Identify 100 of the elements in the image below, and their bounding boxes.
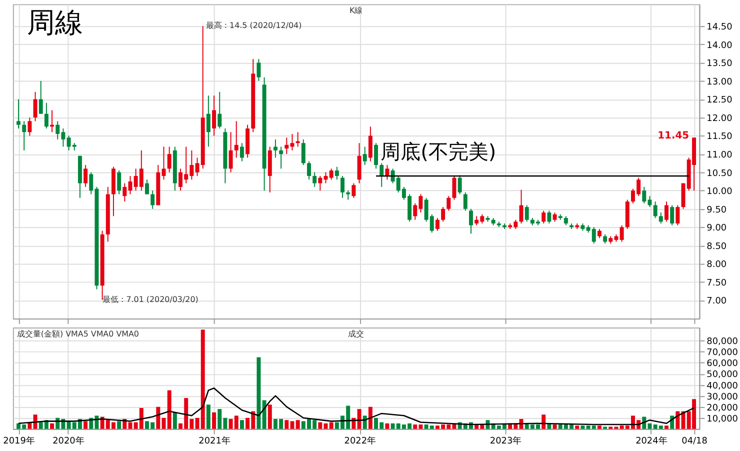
- bar: [268, 404, 272, 429]
- candlestick: [603, 234, 608, 244]
- bar: [357, 409, 362, 429]
- bar: [212, 412, 216, 429]
- bar: [296, 420, 300, 429]
- bar: [676, 411, 680, 429]
- x-tick-label: 2022年: [344, 435, 376, 446]
- candlestick: [658, 212, 663, 224]
- bar: [117, 421, 122, 429]
- candlestick: [228, 132, 233, 173]
- y-tick-label: 10.50: [706, 168, 733, 179]
- candlestick: [16, 98, 21, 129]
- bar: [664, 426, 668, 429]
- line-series: [18, 387, 695, 426]
- annotation: 11.45: [658, 130, 690, 142]
- y-tick-label: 10,000: [706, 414, 738, 424]
- bar: [84, 421, 88, 429]
- candlestick: [312, 172, 317, 188]
- y-tick-label: 11.00: [706, 150, 733, 161]
- candlestick: [145, 179, 149, 195]
- candlestick: [380, 162, 384, 188]
- candlestick: [329, 168, 334, 180]
- candlestick: [301, 138, 306, 166]
- candlestick: [206, 95, 210, 148]
- candlestick: [463, 192, 468, 212]
- candlestick: [385, 164, 390, 180]
- candlestick: [519, 189, 524, 224]
- y-tick-label: 13.50: [706, 59, 733, 70]
- candlestick: [524, 204, 529, 222]
- candlestick: [240, 142, 244, 162]
- bar: [362, 416, 367, 429]
- candlestick: [676, 204, 680, 226]
- candlestick: [22, 120, 26, 151]
- bar: [385, 423, 390, 429]
- bar: [368, 406, 372, 429]
- candlestick: [653, 201, 658, 218]
- bar: [597, 426, 602, 429]
- candlestick: [167, 146, 172, 173]
- candlestick: [547, 210, 552, 224]
- bar: [542, 414, 546, 429]
- bar: [206, 404, 210, 429]
- y-tick-label: 11.50: [706, 132, 733, 142]
- y-tick-label: 60,000: [706, 359, 738, 370]
- candlestick: [435, 217, 440, 232]
- x-tick-label: 04/18: [682, 436, 708, 446]
- candlestick: [334, 166, 339, 180]
- x-tick-label: 2021年: [198, 435, 230, 446]
- x-tick-label: 2019年: [3, 435, 35, 446]
- candlestick: [307, 160, 311, 180]
- x-tick-label: 2023年: [490, 435, 522, 446]
- annotation: 成交量(金額) VMA5 VMA0 VMA0: [16, 329, 139, 338]
- candlestick: [38, 80, 43, 114]
- candlestick: [318, 175, 322, 192]
- candlestick: [84, 164, 88, 188]
- y-tick-label: 13.00: [706, 77, 733, 88]
- chart-title: 周線: [26, 6, 83, 40]
- y-tick-label: 7.00: [706, 296, 727, 307]
- annotation: 周底(不完美): [380, 140, 496, 164]
- bar: [318, 422, 322, 429]
- candlestick: [117, 170, 122, 195]
- candlestick: [368, 126, 372, 162]
- bar: [172, 412, 177, 429]
- candlestick: [620, 224, 624, 242]
- bar: [552, 424, 557, 429]
- bar: [33, 414, 38, 429]
- candlestick: [296, 132, 300, 148]
- candlestick: [552, 212, 557, 222]
- candlestick: [446, 196, 451, 212]
- y-tick-label: 9.50: [706, 205, 727, 216]
- y-tick-label: 12.50: [706, 96, 733, 106]
- y-tick-label: 30,000: [706, 392, 738, 402]
- candlestick: [340, 175, 344, 198]
- candlestick: [441, 206, 446, 222]
- candlestick: [564, 216, 568, 226]
- bar: [240, 420, 244, 429]
- candlestick: [458, 174, 462, 195]
- bar: [156, 406, 160, 429]
- candlestick: [212, 95, 216, 136]
- candlestick: [357, 142, 362, 184]
- candlestick: [273, 138, 278, 158]
- bar: [50, 423, 54, 429]
- y-tick-label: 8.00: [706, 260, 727, 270]
- candlestick: [664, 201, 668, 222]
- candlestick: [28, 116, 32, 136]
- y-tick-label: 9.00: [706, 224, 727, 234]
- y-tick-label: 10.00: [706, 187, 733, 198]
- bar: [575, 426, 580, 429]
- y-tick-label: 14.50: [706, 22, 733, 33]
- candlestick: [642, 186, 646, 204]
- candlestick: [352, 182, 356, 198]
- y-tick-label: 7.50: [706, 278, 727, 288]
- candlestick: [469, 208, 473, 234]
- candlestick: [218, 91, 222, 129]
- y-tick-label: 50,000: [706, 370, 738, 380]
- annotation: 最低 : 7.01 (2020/03/20): [102, 294, 198, 304]
- candlestick: [362, 146, 367, 166]
- y-tick-label: 40,000: [706, 381, 738, 392]
- y-tick-label: 80,000: [706, 337, 738, 348]
- annotation: K線: [349, 6, 363, 16]
- x-tick-label: 2024年: [636, 435, 668, 446]
